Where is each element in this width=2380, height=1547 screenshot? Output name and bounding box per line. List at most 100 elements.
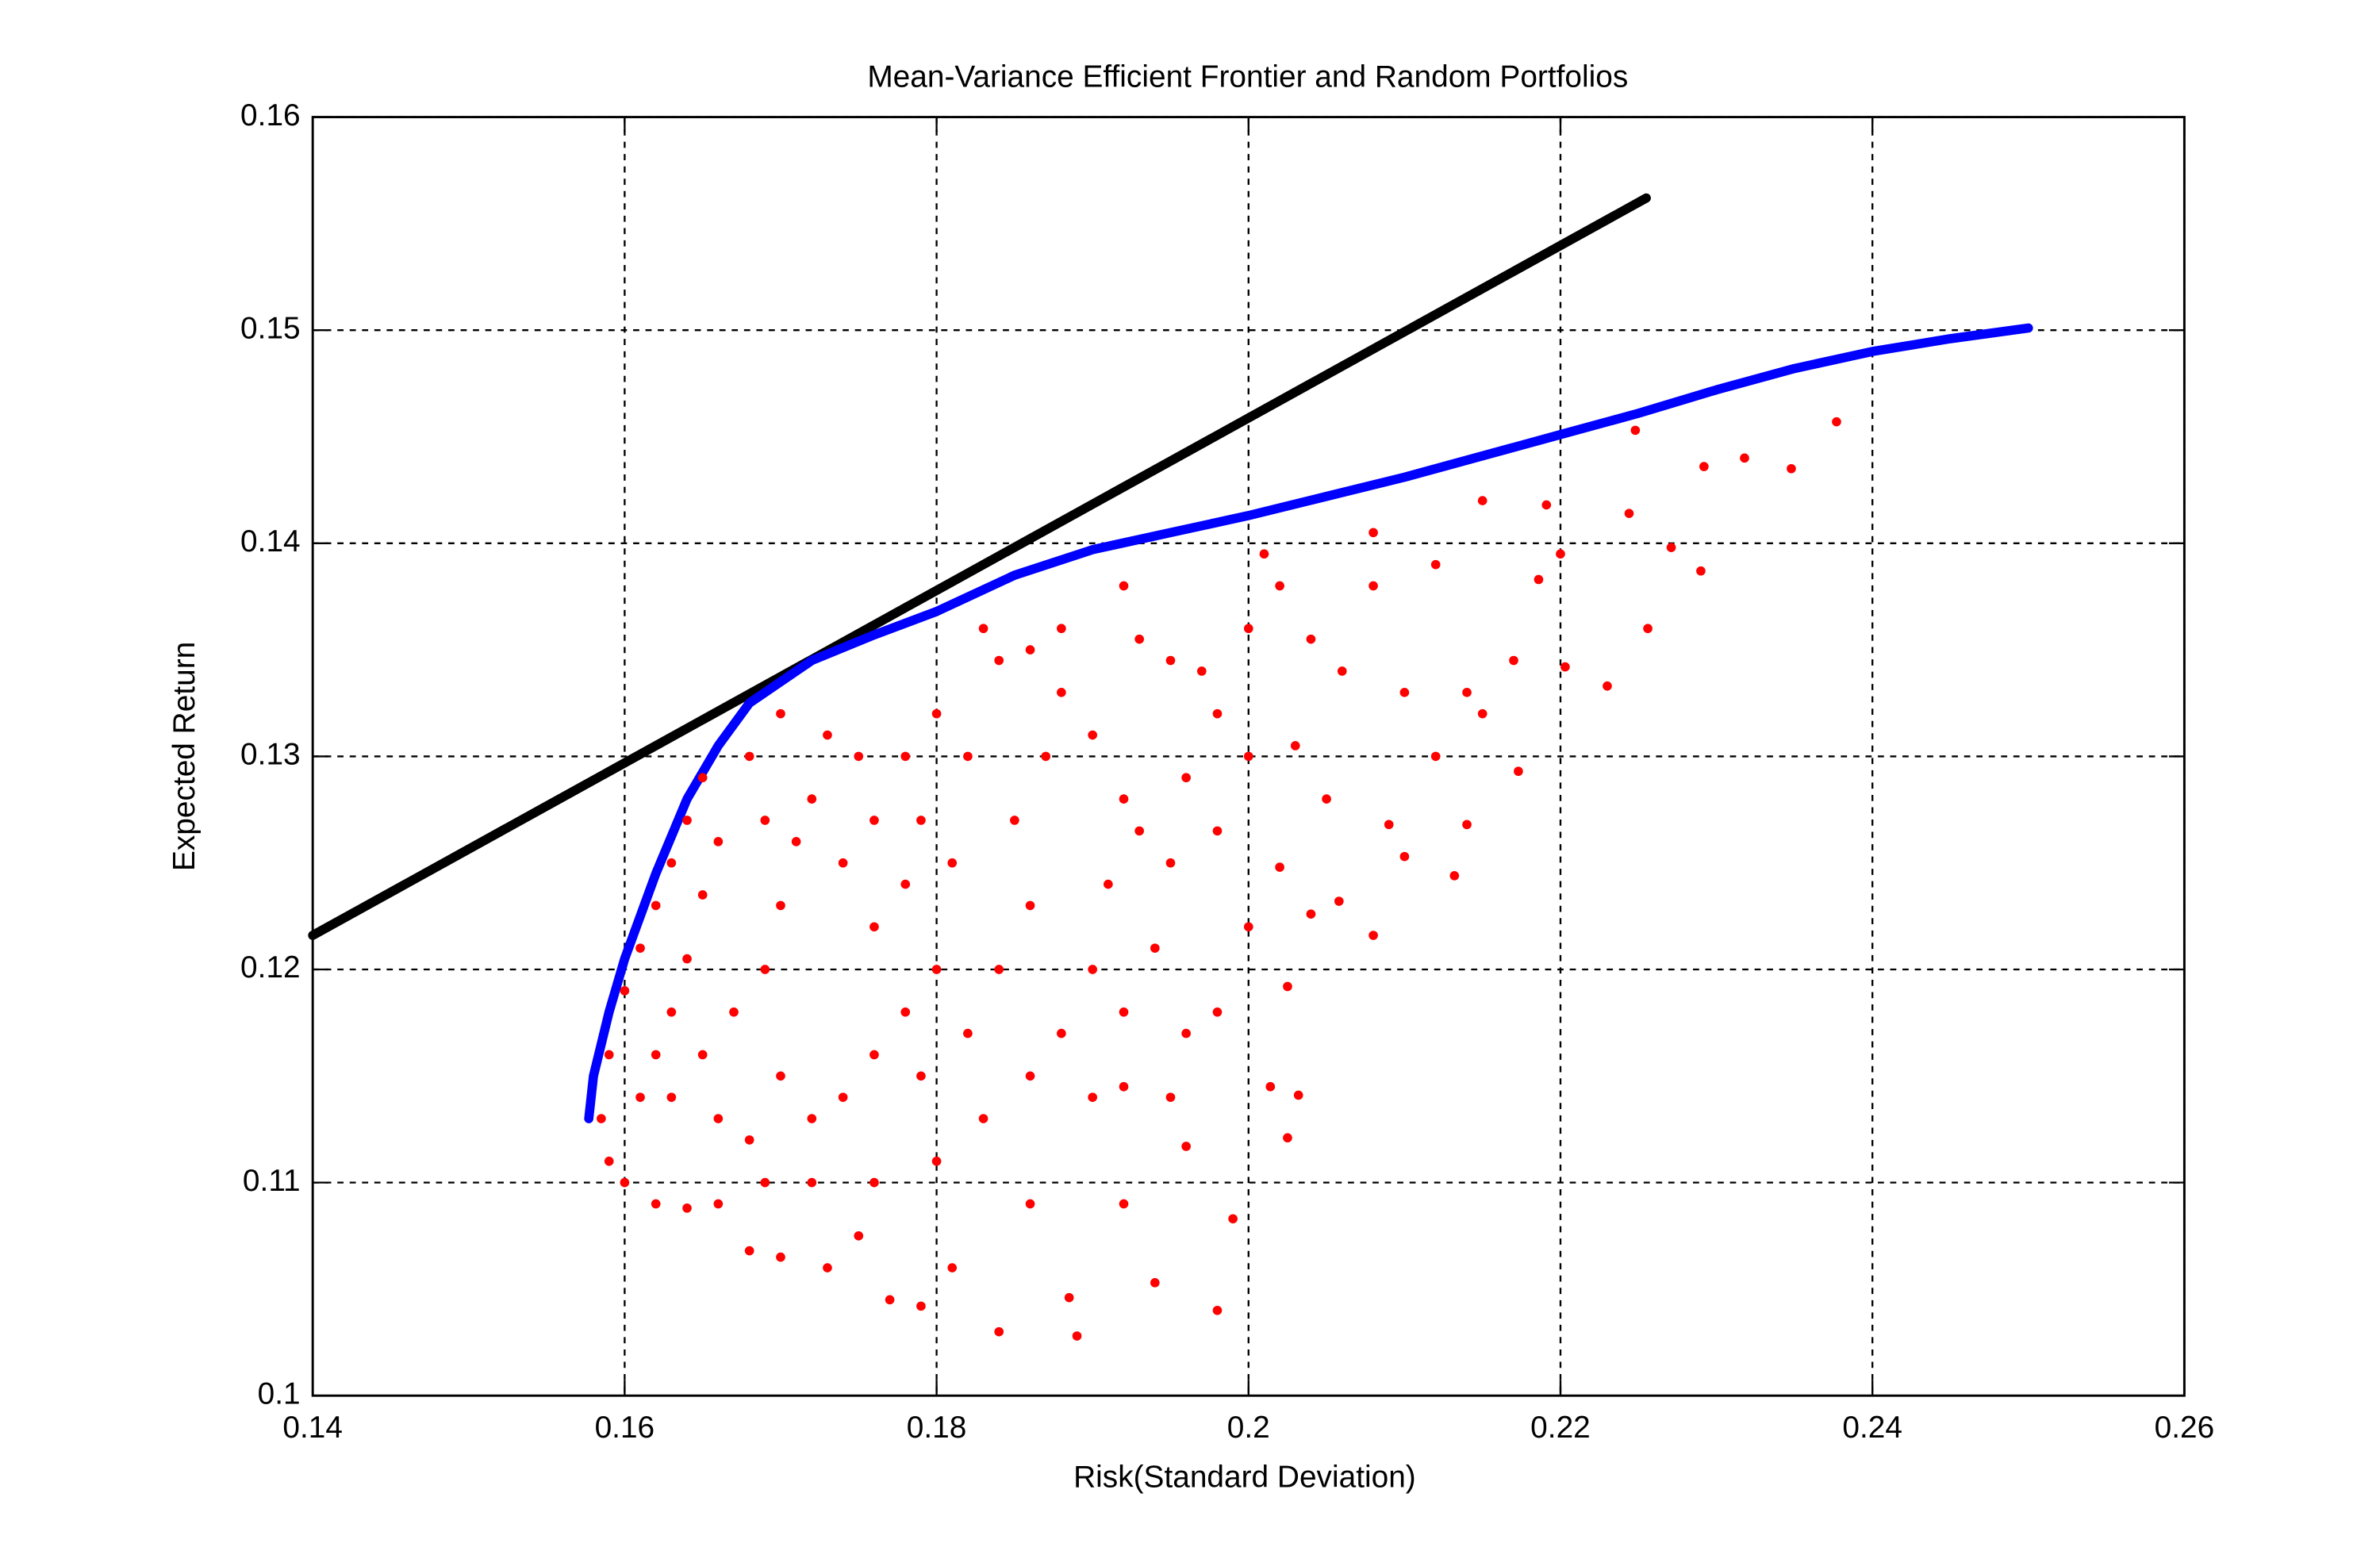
chart-title: Mean-Variance Efficient Frontier and Ran… [867, 60, 1628, 94]
scatter-point [1275, 862, 1284, 872]
scatter-point [869, 922, 879, 932]
scatter-point [1150, 943, 1160, 953]
scatter-point [1259, 549, 1269, 559]
scatter-point [1072, 1331, 1082, 1341]
scatter-point [1025, 1071, 1035, 1081]
y-tick-label: 0.12 [240, 950, 301, 985]
scatter-point [729, 1007, 739, 1017]
scatter-point [1283, 981, 1292, 992]
scatter-point [978, 624, 988, 634]
scatter-point [807, 1177, 817, 1188]
scatter-point [1293, 1090, 1303, 1100]
scatter-point [1119, 1199, 1129, 1209]
scatter-point [1212, 708, 1223, 719]
scatter-point [1306, 909, 1316, 919]
scatter-point [1787, 463, 1796, 474]
scatter-point [1025, 645, 1035, 654]
y-axis-label: Expected Return [167, 642, 202, 871]
scatter-point [666, 858, 677, 868]
scatter-point [900, 751, 911, 762]
scatter-point [604, 1050, 614, 1060]
x-tick-label: 0.14 [282, 1411, 343, 1445]
scatter-point [666, 1092, 677, 1102]
scatter-point [916, 816, 926, 825]
x-tick-label: 0.22 [1530, 1411, 1591, 1445]
scatter-point [854, 1230, 864, 1241]
scatter-point [1290, 741, 1300, 750]
scatter-point [994, 1326, 1004, 1337]
scatter-point [1265, 1081, 1276, 1092]
scatter-point [776, 1252, 785, 1262]
scatter-point [1275, 581, 1284, 591]
plot-frame [311, 116, 2186, 1397]
scatter-point [791, 837, 801, 846]
scatter-point [666, 1007, 677, 1017]
scatter-point [635, 1092, 645, 1102]
scatter-point [776, 708, 785, 719]
scatter-point [651, 1050, 661, 1060]
scatter-point [1212, 826, 1223, 836]
scatter-point [744, 1246, 754, 1256]
scatter-point [1196, 666, 1207, 676]
y-tick-label: 0.16 [240, 98, 301, 132]
series-line [584, 323, 2033, 1123]
scatter-point [1560, 662, 1570, 672]
scatter-point [713, 1199, 724, 1209]
scatter-point [1337, 666, 1347, 676]
scatter-point [1666, 543, 1676, 552]
scatter-point [1165, 1092, 1176, 1102]
scatter-point [963, 751, 973, 762]
scatter-point [1057, 624, 1066, 634]
scatter-point [744, 1135, 754, 1145]
scatter-point [1025, 900, 1035, 911]
y-tick-label: 0.1 [258, 1376, 301, 1411]
y-tick-label: 0.13 [240, 738, 301, 772]
scatter-point [823, 730, 832, 740]
scatter-point [1740, 453, 1749, 463]
y-tick-label: 0.14 [240, 524, 301, 559]
scatter-point [1509, 655, 1518, 666]
x-tick-label: 0.26 [2155, 1411, 2215, 1445]
y-tick-label: 0.11 [243, 1164, 301, 1198]
scatter-point [1603, 681, 1612, 691]
scatter-point [1243, 922, 1253, 932]
scatter-point [1010, 816, 1019, 825]
scatter-point [1699, 462, 1709, 471]
scatter-point [1150, 1278, 1160, 1288]
scatter-point [1119, 1007, 1129, 1017]
scatter-point [776, 900, 785, 911]
x-tick-label: 0.18 [907, 1411, 967, 1445]
scatter-point [1283, 1133, 1292, 1143]
scatter-point [713, 837, 724, 846]
scatter-point [1057, 1028, 1066, 1038]
scatter-point [1477, 708, 1488, 719]
scatter-point [916, 1071, 926, 1081]
scatter-point [807, 794, 817, 804]
scatter-point [869, 816, 879, 825]
scatter-point [1624, 509, 1634, 519]
scatter-point [1165, 858, 1176, 868]
scatter-point [1630, 425, 1641, 436]
scatter-point [1165, 655, 1176, 666]
scatter-point [635, 943, 645, 953]
scatter-point [682, 954, 692, 964]
scatter-point [1119, 794, 1129, 804]
scatter-point [1104, 879, 1113, 889]
scatter-point [931, 965, 942, 974]
scatter-point [963, 1028, 973, 1038]
scatter-point [900, 1007, 911, 1017]
scatter-point [807, 1114, 817, 1123]
scatter-point [620, 1177, 630, 1188]
scatter-point [1430, 559, 1441, 570]
scatter-point [1477, 496, 1488, 505]
scatter-point [900, 879, 911, 889]
scatter-point [1228, 1214, 1238, 1224]
scatter-point [854, 751, 864, 762]
scatter-point [1212, 1305, 1223, 1315]
scatter-point [620, 986, 630, 996]
scatter-point [947, 1263, 958, 1273]
series-line [308, 193, 1651, 940]
scatter-point [1368, 528, 1378, 538]
scatter-point [697, 773, 708, 783]
